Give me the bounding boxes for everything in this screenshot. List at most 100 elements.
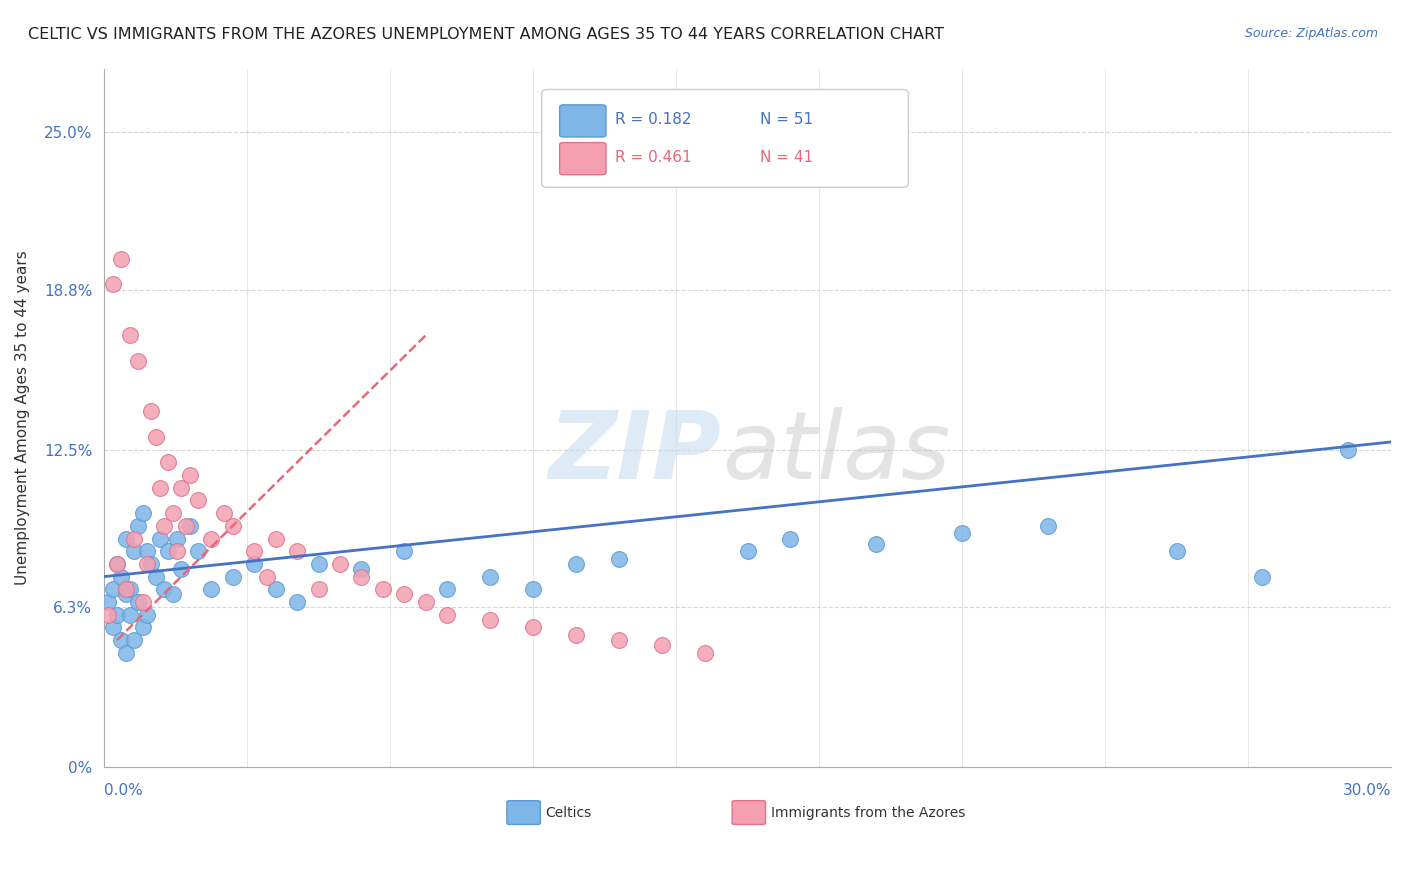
FancyBboxPatch shape — [508, 801, 540, 824]
Point — [693, 646, 716, 660]
Point — [285, 595, 308, 609]
Text: 0.0%: 0.0% — [104, 783, 143, 798]
Point — [114, 582, 136, 597]
FancyBboxPatch shape — [560, 105, 606, 137]
Point — [110, 569, 132, 583]
Point — [174, 518, 197, 533]
Point — [157, 544, 180, 558]
Point — [243, 544, 266, 558]
Point — [415, 595, 437, 609]
Point — [118, 328, 141, 343]
Point — [122, 532, 145, 546]
Point — [141, 404, 163, 418]
Point — [212, 506, 235, 520]
Point — [166, 532, 188, 546]
Point — [350, 562, 373, 576]
Point — [101, 277, 124, 292]
Point — [1166, 544, 1188, 558]
Point — [522, 582, 544, 597]
Point — [308, 582, 330, 597]
Point — [264, 532, 287, 546]
Text: R = 0.182: R = 0.182 — [614, 112, 692, 127]
Point — [162, 506, 184, 520]
Point — [1251, 569, 1274, 583]
Point — [105, 557, 128, 571]
Point — [162, 587, 184, 601]
Point — [118, 582, 141, 597]
Point — [131, 506, 153, 520]
Point — [264, 582, 287, 597]
Point — [166, 544, 188, 558]
Text: Source: ZipAtlas.com: Source: ZipAtlas.com — [1244, 27, 1378, 40]
Point — [110, 633, 132, 648]
Point — [950, 526, 973, 541]
Point — [243, 557, 266, 571]
Point — [141, 557, 163, 571]
Point — [522, 620, 544, 634]
Point — [179, 518, 201, 533]
Point — [157, 455, 180, 469]
Point — [394, 587, 416, 601]
Point — [371, 582, 394, 597]
Text: N = 51: N = 51 — [761, 112, 814, 127]
Text: ZIP: ZIP — [548, 407, 721, 499]
Point — [865, 536, 887, 550]
Point — [737, 544, 759, 558]
Point — [394, 544, 416, 558]
Point — [256, 569, 278, 583]
Point — [97, 595, 120, 609]
Point — [607, 633, 630, 648]
Point — [105, 557, 128, 571]
Text: 30.0%: 30.0% — [1343, 783, 1391, 798]
Text: atlas: atlas — [721, 408, 950, 499]
Point — [308, 557, 330, 571]
FancyBboxPatch shape — [541, 89, 908, 187]
Point — [565, 628, 588, 642]
Point — [170, 481, 193, 495]
Point — [479, 569, 502, 583]
Point — [187, 544, 209, 558]
Point — [127, 353, 149, 368]
Text: N = 41: N = 41 — [761, 150, 814, 165]
Point — [122, 544, 145, 558]
Point — [479, 613, 502, 627]
Point — [127, 595, 149, 609]
Point — [200, 532, 222, 546]
FancyBboxPatch shape — [560, 143, 606, 175]
Point — [127, 518, 149, 533]
Point — [1036, 518, 1059, 533]
Point — [136, 557, 159, 571]
Point — [1337, 442, 1360, 457]
Point — [779, 532, 801, 546]
Point — [101, 620, 124, 634]
Point — [222, 569, 245, 583]
Point — [436, 582, 458, 597]
Point — [187, 493, 209, 508]
Point — [329, 557, 352, 571]
Point — [153, 518, 176, 533]
Text: CELTIC VS IMMIGRANTS FROM THE AZORES UNEMPLOYMENT AMONG AGES 35 TO 44 YEARS CORR: CELTIC VS IMMIGRANTS FROM THE AZORES UNE… — [28, 27, 943, 42]
Text: Celtics: Celtics — [546, 805, 592, 820]
Point — [136, 544, 159, 558]
Point — [114, 532, 136, 546]
Point — [145, 569, 167, 583]
Point — [114, 646, 136, 660]
Point — [149, 532, 172, 546]
Point — [607, 551, 630, 566]
Point — [149, 481, 172, 495]
Point — [105, 607, 128, 622]
Point — [436, 607, 458, 622]
Point — [97, 607, 120, 622]
Point — [131, 620, 153, 634]
Point — [285, 544, 308, 558]
Point — [651, 638, 673, 652]
Point — [136, 607, 159, 622]
Point — [131, 595, 153, 609]
Point — [200, 582, 222, 597]
Text: Immigrants from the Azores: Immigrants from the Azores — [770, 805, 965, 820]
Point — [222, 518, 245, 533]
Point — [114, 587, 136, 601]
Point — [153, 582, 176, 597]
Point — [170, 562, 193, 576]
Point — [179, 468, 201, 483]
